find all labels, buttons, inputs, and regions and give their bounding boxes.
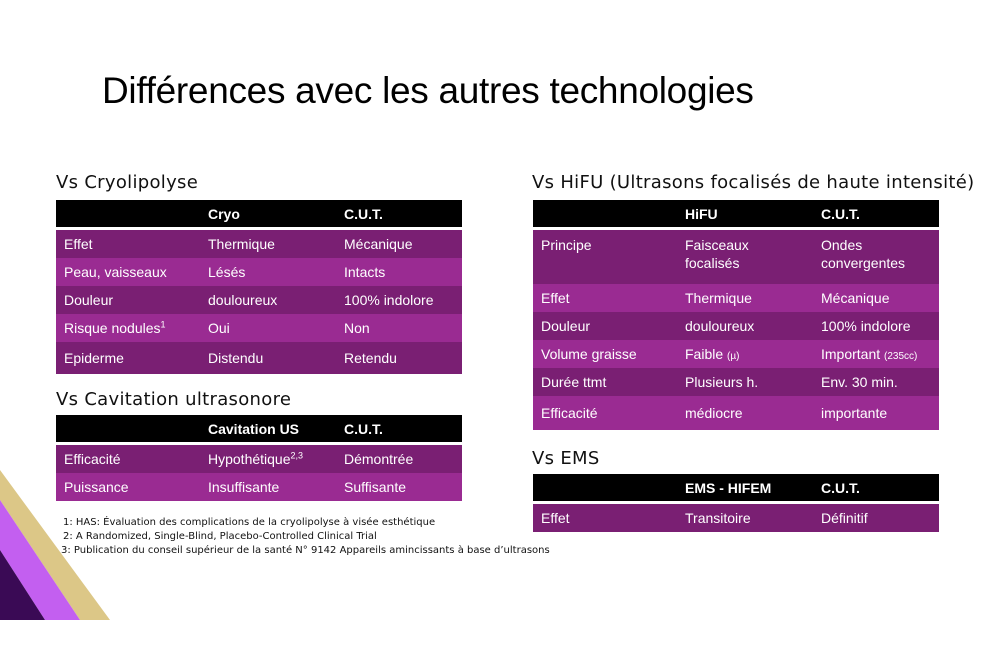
- table-row: Principe Faisceaux focalisés Ondes converg…: [533, 230, 939, 284]
- table-row: Peau, vaisseaux Lésés Intacts: [56, 258, 462, 286]
- table-row: Efficacité Hypothétique2,3 Démontrée: [56, 445, 462, 473]
- header-cut: C.U.T.: [813, 474, 939, 504]
- decorative-corner-stripes: [0, 470, 110, 620]
- table-ems: EMS - HIFEM C.U.T. Effet Transitoire Défini…: [533, 474, 939, 532]
- footnote: 1: HAS: Évaluation des complications de …: [63, 517, 436, 528]
- table-row: Efficacité médiocre importante: [533, 396, 939, 430]
- section-title-hifu: Vs HiFU (Ultrasons focalisés de haute in…: [532, 172, 975, 193]
- table-row: Durée ttmt Plusieurs h. Env. 30 min.: [533, 368, 939, 396]
- section-title-ems: Vs EMS: [532, 448, 600, 469]
- footnote: 2: A Randomized, Single-Blind, Placebo-C…: [63, 531, 377, 542]
- header-cut: C.U.T.: [336, 200, 462, 230]
- table-row: Volume graisse Faible (µ) Important (235cc…: [533, 340, 939, 368]
- table-cryo: Cryo C.U.T. Effet Thermique Mécanique Peau,…: [56, 200, 462, 374]
- table-row: Effet Transitoire Définitif: [533, 504, 939, 532]
- table-cavitation: Cavitation US C.U.T. Efficacité Hypothétiq…: [56, 415, 462, 501]
- table-hifu: HiFU C.U.T. Principe Faisceaux focalisés On…: [533, 200, 939, 430]
- table-row: Effet Thermique Mécanique: [533, 284, 939, 312]
- section-title-cavitation: Vs Cavitation ultrasonore: [56, 389, 292, 410]
- table-row: Puissance Insuffisante Suffisante: [56, 473, 462, 501]
- table-row: Epiderme Distendu Retendu: [56, 342, 462, 374]
- table-row: Risque nodules1 Oui Non: [56, 314, 462, 342]
- footnote: 3: Publication du conseil supérieur de l…: [61, 545, 550, 556]
- header-cavitation: Cavitation US: [200, 415, 336, 445]
- header-empty: [56, 200, 200, 230]
- header-cryo: Cryo: [200, 200, 336, 230]
- header-cut: C.U.T.: [336, 415, 462, 445]
- table-row: Douleur douloureux 100% indolore: [56, 286, 462, 314]
- header-cut: C.U.T.: [813, 200, 939, 230]
- table-row: Effet Thermique Mécanique: [56, 230, 462, 258]
- section-title-cryo: Vs Cryolipolyse: [56, 172, 199, 193]
- footnotes: 1: HAS: Évaluation des complications de …: [61, 516, 550, 558]
- header-hifu: HiFU: [677, 200, 813, 230]
- page-title: Différences avec les autres technologies: [102, 70, 754, 111]
- table-row: Douleur douloureux 100% indolore: [533, 312, 939, 340]
- header-ems: EMS - HIFEM: [677, 474, 813, 504]
